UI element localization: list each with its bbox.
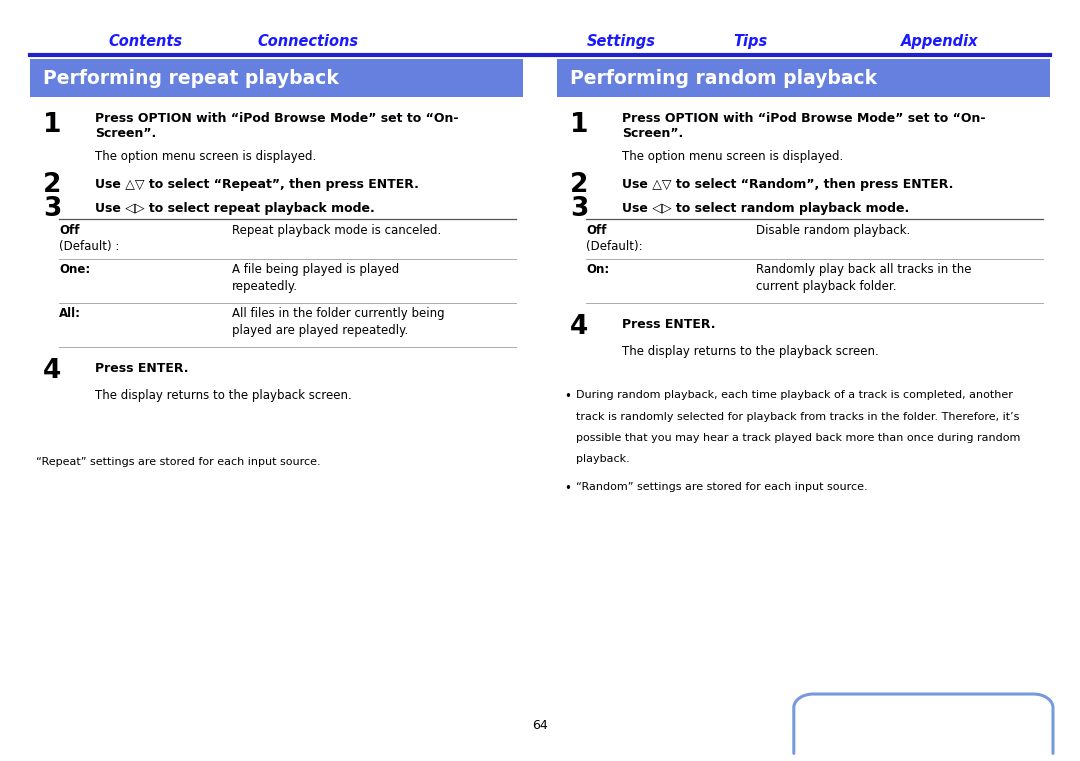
Text: Press OPTION with “iPod Browse Mode” set to “On-
Screen”.: Press OPTION with “iPod Browse Mode” set… (622, 112, 986, 140)
Text: Performing repeat playback: Performing repeat playback (43, 69, 339, 88)
Text: playback.: playback. (576, 454, 630, 464)
Text: Off: Off (59, 224, 80, 237)
Text: Tips: Tips (733, 34, 768, 49)
Text: The option menu screen is displayed.: The option menu screen is displayed. (95, 150, 316, 163)
Text: Contents: Contents (109, 34, 183, 49)
Text: (Default) :: (Default) : (59, 240, 120, 253)
Text: Performing random playback: Performing random playback (570, 69, 877, 88)
Bar (557, 59, 1050, 97)
Text: “Random” settings are stored for each input source.: “Random” settings are stored for each in… (576, 482, 867, 492)
Text: “Repeat” settings are stored for each input source.: “Repeat” settings are stored for each in… (36, 457, 321, 467)
Text: The option menu screen is displayed.: The option menu screen is displayed. (622, 150, 843, 163)
Text: A file being played is played: A file being played is played (232, 263, 400, 276)
Text: •: • (564, 390, 570, 403)
Text: Off: Off (586, 224, 607, 237)
Text: 2: 2 (43, 172, 62, 198)
Text: Randomly play back all tracks in the: Randomly play back all tracks in the (756, 263, 972, 276)
Text: The display returns to the playback screen.: The display returns to the playback scre… (95, 389, 352, 402)
Text: Repeat playback mode is canceled.: Repeat playback mode is canceled. (232, 224, 442, 237)
Text: •: • (564, 482, 570, 495)
Text: On:: On: (586, 263, 610, 276)
Text: Press ENTER.: Press ENTER. (95, 362, 189, 375)
Text: The display returns to the playback screen.: The display returns to the playback scre… (622, 345, 879, 358)
Text: Connections: Connections (257, 34, 359, 49)
Text: Settings: Settings (586, 34, 656, 49)
Bar (30, 59, 523, 97)
Text: 2: 2 (570, 172, 589, 198)
Text: 4: 4 (43, 358, 62, 384)
Text: possible that you may hear a track played back more than once during random: possible that you may hear a track playe… (576, 433, 1020, 443)
Text: All files in the folder currently being: All files in the folder currently being (232, 307, 445, 320)
Text: Press OPTION with “iPod Browse Mode” set to “On-
Screen”.: Press OPTION with “iPod Browse Mode” set… (95, 112, 459, 140)
Text: All:: All: (59, 307, 81, 320)
Text: 3: 3 (43, 196, 62, 222)
Text: current playback folder.: current playback folder. (756, 280, 896, 293)
Text: 3: 3 (570, 196, 589, 222)
Text: Use ◁▷ to select random playback mode.: Use ◁▷ to select random playback mode. (622, 202, 909, 215)
Text: track is randomly selected for playback from tracks in the folder. Therefore, it: track is randomly selected for playback … (576, 412, 1020, 422)
Text: Use ◁▷ to select repeat playback mode.: Use ◁▷ to select repeat playback mode. (95, 202, 375, 215)
Text: played are played repeatedly.: played are played repeatedly. (232, 324, 408, 337)
Text: Use △▽ to select “Random”, then press ENTER.: Use △▽ to select “Random”, then press EN… (622, 178, 954, 191)
Text: (Default):: (Default): (586, 240, 643, 253)
Text: One:: One: (59, 263, 91, 276)
Text: 1: 1 (570, 112, 589, 138)
Text: 4: 4 (570, 314, 589, 340)
Text: 1: 1 (43, 112, 62, 138)
Text: Use △▽ to select “Repeat”, then press ENTER.: Use △▽ to select “Repeat”, then press EN… (95, 178, 419, 191)
Text: During random playback, each time playback of a track is completed, another: During random playback, each time playba… (576, 390, 1013, 400)
Text: Disable random playback.: Disable random playback. (756, 224, 910, 237)
Text: Press ENTER.: Press ENTER. (622, 318, 716, 331)
Text: repeatedly.: repeatedly. (232, 280, 298, 293)
Text: Appendix: Appendix (901, 34, 978, 49)
Text: 64: 64 (532, 719, 548, 732)
